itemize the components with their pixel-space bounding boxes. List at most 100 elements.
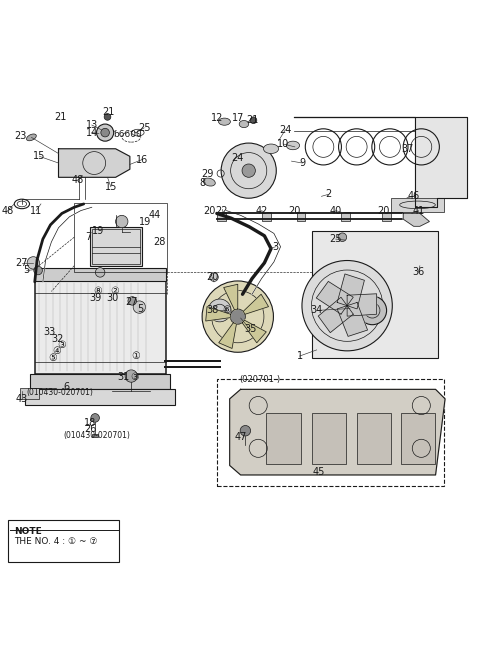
Text: ⑧: ⑧: [94, 286, 102, 296]
Bar: [92, 229, 140, 264]
Text: ①: ①: [132, 351, 140, 361]
Bar: [217, 379, 444, 486]
Bar: [401, 413, 435, 464]
Polygon shape: [230, 390, 445, 475]
Text: 11: 11: [30, 206, 42, 215]
Text: 5: 5: [24, 265, 30, 275]
Text: 12: 12: [211, 114, 223, 124]
Circle shape: [116, 215, 128, 228]
Polygon shape: [206, 307, 230, 321]
Text: ③: ③: [58, 340, 66, 350]
Text: 5: 5: [138, 304, 144, 313]
Text: ␢6600: ␢6600: [114, 130, 143, 139]
Text: 36: 36: [412, 267, 425, 277]
Text: 25: 25: [138, 123, 150, 133]
Text: 19: 19: [92, 226, 104, 236]
Text: 39: 39: [89, 292, 101, 303]
Bar: [217, 212, 226, 221]
Text: 21: 21: [55, 112, 67, 122]
Text: 9: 9: [300, 158, 305, 168]
Circle shape: [242, 164, 255, 177]
Bar: [35, 267, 166, 281]
Text: 20: 20: [288, 206, 301, 215]
Bar: [391, 198, 444, 212]
Text: 20: 20: [203, 206, 216, 215]
Polygon shape: [243, 294, 268, 314]
Circle shape: [358, 296, 386, 325]
Circle shape: [96, 267, 105, 277]
Text: 24: 24: [279, 125, 291, 135]
Circle shape: [27, 257, 39, 269]
Text: 3: 3: [273, 242, 279, 252]
Text: 21: 21: [102, 107, 115, 117]
Text: 14: 14: [85, 127, 98, 137]
Circle shape: [91, 414, 99, 422]
Circle shape: [221, 143, 276, 198]
Circle shape: [338, 233, 347, 242]
Text: 1: 1: [297, 351, 303, 361]
Bar: [266, 413, 300, 464]
Circle shape: [202, 281, 274, 352]
Polygon shape: [242, 320, 266, 343]
Text: 2: 2: [325, 189, 331, 200]
Bar: [92, 434, 98, 437]
Ellipse shape: [26, 134, 36, 141]
Text: 34: 34: [311, 306, 323, 315]
Bar: [74, 204, 167, 273]
Bar: [357, 413, 391, 464]
Polygon shape: [403, 214, 430, 226]
Text: 42: 42: [255, 206, 268, 215]
Polygon shape: [337, 274, 364, 309]
Bar: [30, 374, 170, 389]
Circle shape: [208, 299, 231, 322]
Text: 26: 26: [84, 424, 96, 434]
Ellipse shape: [203, 178, 216, 186]
Text: 20: 20: [377, 206, 389, 215]
Text: 38: 38: [206, 306, 218, 315]
Text: 10: 10: [277, 139, 289, 149]
Text: 44: 44: [149, 210, 161, 220]
Text: 20: 20: [206, 272, 218, 282]
Circle shape: [230, 309, 245, 324]
Text: (010430-020701): (010430-020701): [26, 388, 94, 397]
Text: ②: ②: [110, 286, 119, 296]
Text: 24: 24: [231, 153, 244, 164]
Circle shape: [250, 117, 257, 124]
Text: 43: 43: [16, 394, 28, 404]
Circle shape: [104, 114, 111, 120]
Text: 27: 27: [125, 298, 137, 307]
Circle shape: [133, 301, 145, 313]
Polygon shape: [219, 323, 237, 348]
Polygon shape: [337, 302, 368, 336]
Polygon shape: [59, 148, 130, 177]
Bar: [262, 212, 271, 221]
Text: 19: 19: [139, 217, 152, 227]
Circle shape: [210, 273, 218, 281]
Text: 41: 41: [412, 206, 425, 215]
Text: 7: 7: [85, 232, 92, 242]
Text: 32: 32: [51, 334, 63, 344]
Text: 21: 21: [246, 115, 258, 125]
Text: 35: 35: [244, 325, 256, 334]
Text: ③: ③: [130, 372, 139, 382]
Ellipse shape: [264, 144, 279, 154]
Bar: [297, 212, 305, 221]
Circle shape: [302, 261, 392, 351]
Text: 30: 30: [106, 292, 119, 303]
Circle shape: [96, 124, 114, 141]
Text: 45: 45: [312, 467, 325, 477]
Text: 28: 28: [154, 237, 166, 247]
Bar: [21, 388, 38, 399]
Circle shape: [240, 426, 251, 436]
Bar: [312, 231, 438, 358]
Bar: [90, 227, 142, 265]
Text: (020701-): (020701-): [239, 375, 280, 384]
Text: NOTE: NOTE: [14, 528, 42, 536]
FancyBboxPatch shape: [8, 520, 120, 562]
Text: 46: 46: [408, 191, 420, 201]
Ellipse shape: [239, 120, 249, 127]
Text: 48: 48: [1, 206, 14, 215]
Circle shape: [34, 266, 42, 275]
Text: 16: 16: [136, 154, 148, 165]
Polygon shape: [318, 297, 353, 332]
